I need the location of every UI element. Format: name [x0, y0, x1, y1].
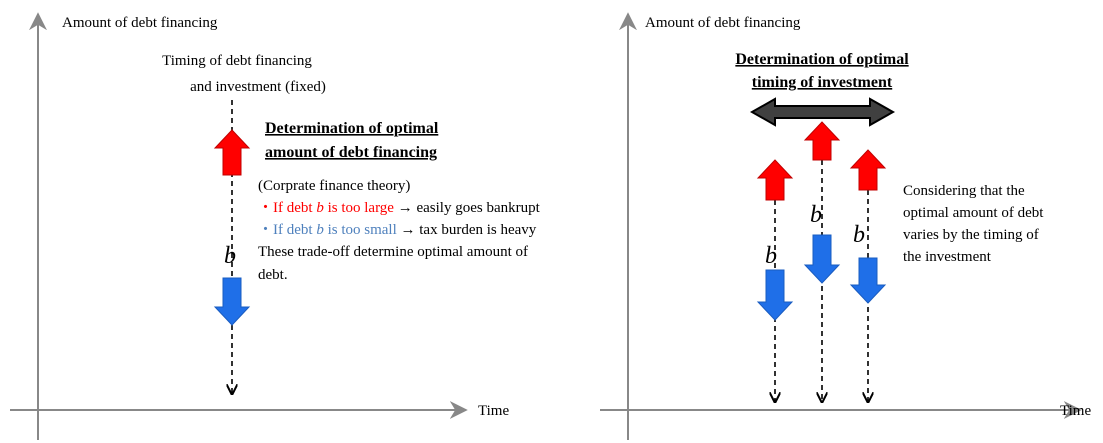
variable: b [810, 202, 822, 228]
variable: b [765, 243, 777, 269]
conclusion: debt. [258, 267, 288, 283]
up-arrow [849, 149, 887, 191]
down-arrow [756, 269, 794, 321]
heading: Determination of optimal [735, 51, 909, 68]
double-arrow [749, 97, 896, 127]
up-arrow [803, 121, 841, 161]
variable: b [224, 243, 236, 269]
timing-label: Timing of debt financing [162, 53, 312, 69]
conclusion: These trade-off determine optimal amount… [258, 244, 528, 260]
x-axis-label: Time [1060, 403, 1091, 419]
bullet: ・If debt b is too large → easily goes ba… [258, 200, 541, 216]
text: is too large [324, 200, 394, 216]
heading: amount of debt financing [265, 144, 437, 161]
up-arrow [213, 129, 251, 176]
text: b [316, 200, 324, 216]
text: ・If debt [258, 222, 316, 238]
note: varies by the timing of [903, 227, 1039, 243]
variable: b [853, 222, 865, 248]
note: the investment [903, 249, 992, 265]
heading: timing of investment [752, 74, 893, 91]
text: is too small [324, 222, 397, 238]
heading: Determination of optimal [265, 120, 439, 137]
note: Considering that the [903, 183, 1025, 199]
text: ・If debt [258, 200, 316, 216]
timing-label: and investment (fixed) [190, 79, 326, 95]
text: b [316, 222, 324, 238]
y-axis-label: Amount of debt financing [62, 15, 218, 31]
y-axis-label: Amount of debt financing [645, 15, 801, 31]
note: optimal amount of debt [903, 205, 1044, 221]
down-arrow [803, 234, 841, 284]
up-arrow [756, 159, 794, 201]
down-arrow [849, 257, 887, 304]
down-arrow [213, 277, 251, 326]
theory: (Corprate finance theory) [258, 178, 410, 194]
x-axis-label: Time [478, 403, 509, 419]
text: → easily goes bankrupt [394, 200, 541, 216]
bullet: ・If debt b is too small → tax burden is … [258, 222, 537, 238]
text: → tax burden is heavy [397, 222, 537, 238]
